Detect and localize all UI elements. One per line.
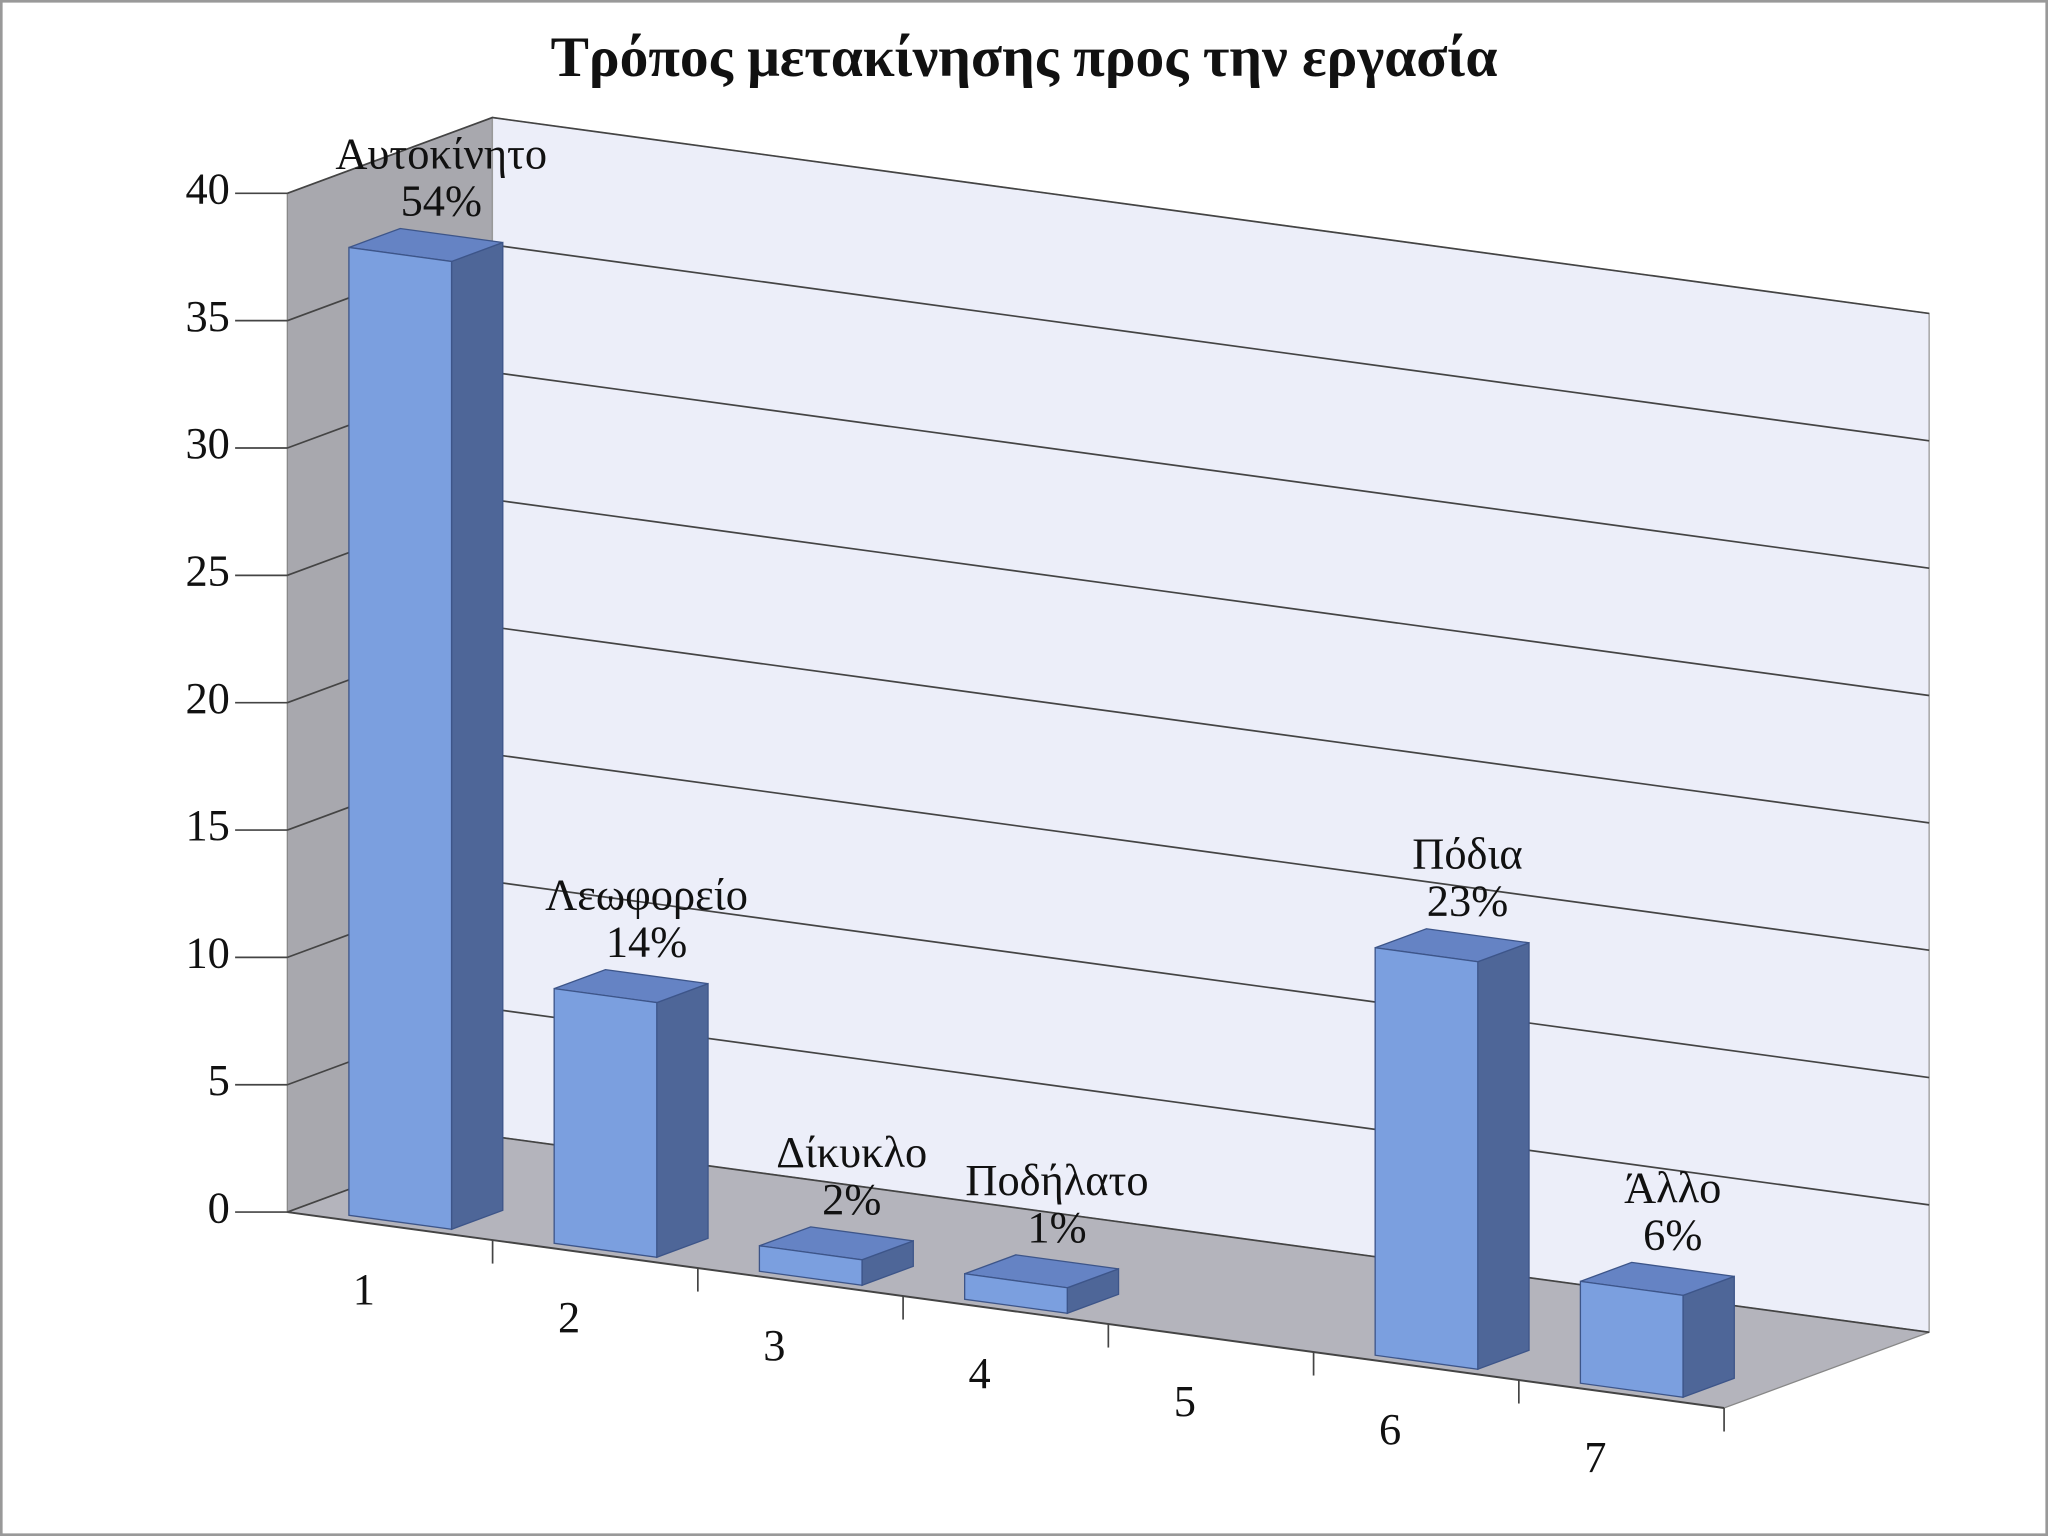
data-label-name: Λεωφορείο <box>545 870 748 920</box>
y-tick-label: 15 <box>185 800 229 850</box>
y-tick-label: 10 <box>185 928 229 978</box>
x-tick-label: 1 <box>353 1264 375 1314</box>
chart-title: Τρόπος μετακίνησης προς την εργασία <box>551 26 1498 89</box>
x-tick-label: 7 <box>1584 1432 1606 1482</box>
data-label-name: Δίκυκλο <box>776 1127 927 1177</box>
y-tick-label: 40 <box>185 163 229 213</box>
data-label-percent: 54% <box>401 175 482 225</box>
data-label-name: Αυτοκίνητο <box>335 128 547 178</box>
bar <box>964 1273 1068 1314</box>
data-label-percent: 6% <box>1643 1209 1702 1259</box>
y-tick-label: 5 <box>208 1055 230 1105</box>
data-label-percent: 1% <box>1027 1202 1086 1252</box>
x-axis <box>287 1211 1725 1409</box>
bar <box>553 987 658 1259</box>
bar <box>1374 946 1479 1370</box>
bar-side <box>1477 941 1530 1371</box>
bar-side <box>1682 1275 1735 1399</box>
data-label-name: Πόδια <box>1412 829 1522 879</box>
bar <box>758 1245 863 1287</box>
y-tick-label: 25 <box>185 546 229 596</box>
data-label-name: Άλλο <box>1624 1162 1721 1212</box>
bar-side <box>450 241 504 1231</box>
data-label-percent: 23% <box>1427 876 1508 926</box>
y-tick-label: 0 <box>208 1182 230 1232</box>
x-tick-label: 5 <box>1174 1376 1196 1426</box>
bar <box>1579 1280 1684 1398</box>
x-tick-label: 4 <box>968 1348 990 1398</box>
y-tick-label: 20 <box>185 673 229 723</box>
grid-line <box>287 116 1930 315</box>
data-label-percent: 14% <box>606 917 687 967</box>
data-label-name: Ποδήλατο <box>965 1155 1148 1205</box>
bar-side <box>656 982 709 1259</box>
x-tick-label: 3 <box>763 1320 785 1370</box>
bar <box>348 246 453 1231</box>
x-tick-label: 6 <box>1379 1404 1401 1454</box>
data-label-percent: 2% <box>822 1174 881 1224</box>
x-tick-label: 2 <box>558 1292 580 1342</box>
y-tick-label: 35 <box>185 291 229 341</box>
y-tick-label: 30 <box>185 418 229 468</box>
